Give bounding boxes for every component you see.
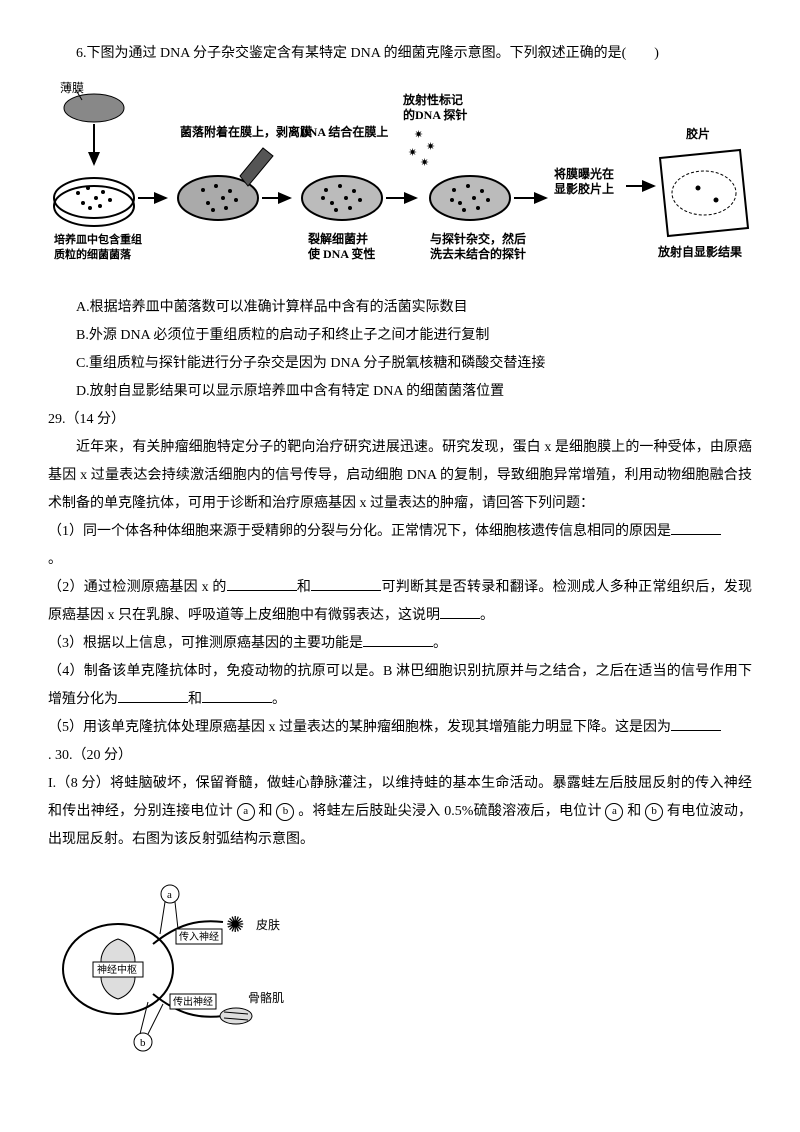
q30-p1b: 和 bbox=[258, 804, 272, 819]
q29-p1b: 。 bbox=[48, 546, 752, 574]
label-membrane: 薄膜 bbox=[60, 80, 84, 95]
label-muscle: 骨骼肌 bbox=[248, 990, 284, 1005]
q30-p1c: 。将蛙左后肢趾尖浸入 0.5%硫酸溶液后，电位计 bbox=[298, 804, 602, 819]
q29-header: 29.（14 分） bbox=[48, 406, 752, 434]
svg-text:✷: ✷ bbox=[426, 141, 435, 153]
film-icon bbox=[660, 150, 748, 236]
svg-text:✷: ✷ bbox=[420, 157, 429, 169]
q30-p1d: 和 bbox=[627, 804, 641, 819]
blank[interactable] bbox=[671, 716, 721, 731]
blank[interactable] bbox=[671, 520, 721, 535]
q6-option-b: B.外源 DNA 必须位于重组质粒的启动子和终止子之间才能进行复制 bbox=[48, 322, 752, 350]
q29-p1a: （1）同一个体各种体细胞来源于受精卵的分裂与分化。正常情况下，体细胞核遗传信息相… bbox=[48, 524, 671, 539]
q29-p5a: （5）用该单克隆抗体处理原癌基因 x 过量表达的某肿瘤细胞株，发现其增殖能力明显… bbox=[48, 720, 671, 735]
blank[interactable] bbox=[118, 688, 188, 703]
svg-text:✷: ✷ bbox=[408, 147, 417, 159]
q6-stem: 6.下图为通过 DNA 分子杂交鉴定含有某特定 DNA 的细菌克隆示意图。下列叙… bbox=[48, 40, 752, 68]
circle-b-icon: b bbox=[645, 803, 663, 821]
svg-text:a: a bbox=[167, 889, 172, 901]
q29-p1: （1）同一个体各种体细胞来源于受精卵的分裂与分化。正常情况下，体细胞核遗传信息相… bbox=[48, 518, 752, 546]
label-step4: 与探针杂交，然后 洗去未结合的探针 bbox=[430, 231, 529, 261]
label-result: 放射自显影结果 bbox=[657, 244, 742, 259]
q29-p3: （3）根据以上信息，可推测原癌基因的主要功能是 。 bbox=[48, 630, 752, 658]
q29-p5: （5）用该单克隆抗体处理原癌基因 x 过量表达的某肿瘤细胞株，发现其增殖能力明显… bbox=[48, 714, 752, 742]
q29-p4: （4）制备该单克隆抗体时，免疫动物的抗原可以是。B 淋巴细胞识别抗原并与之结合，… bbox=[48, 658, 752, 714]
label-center: 神经中枢 bbox=[97, 963, 137, 976]
q29-p4c: 。 bbox=[272, 692, 286, 707]
circle-a-icon: a bbox=[605, 803, 623, 821]
label-dish-note: 培养皿中包含重组 质粒的细菌菌落 bbox=[54, 232, 145, 261]
q29-p4b: 和 bbox=[188, 692, 202, 707]
muscle-icon bbox=[220, 1008, 252, 1024]
q6-option-d: D.放射自显影结果可以显示原培养皿中含有特定 DNA 的细菌菌落位置 bbox=[48, 378, 752, 406]
blank[interactable] bbox=[202, 688, 272, 703]
q6-option-c: C.重组质粒与探针能进行分子杂交是因为 DNA 分子脱氧核糖和磷酸交替连接 bbox=[48, 350, 752, 378]
skin-icon: ✺ bbox=[226, 912, 244, 937]
q29-p2a: （2）通过检测原癌基因 x 的 bbox=[48, 580, 227, 595]
label-film: 胶片 bbox=[686, 126, 710, 141]
blank[interactable] bbox=[440, 604, 480, 619]
q6-diagram: 薄膜 培养皿中包含重组 质粒的细菌菌落 菌落附着在膜上，剥离膜 DNA 结合在膜… bbox=[48, 78, 752, 284]
petri-dish-icon bbox=[54, 178, 134, 226]
blank[interactable] bbox=[227, 576, 297, 591]
q29-intro: 近年来，有关肿瘤细胞特定分子的靶向治疗研究进展迅速。研究发现，蛋白 x 是细胞膜… bbox=[48, 434, 752, 518]
label-afferent: 传入神经 bbox=[179, 930, 219, 943]
q30-header: . 30.（20 分） bbox=[48, 742, 752, 770]
probe-dots-icon: ✷ ✷ ✷ ✷ bbox=[408, 129, 435, 169]
label-efferent: 传出神经 bbox=[173, 995, 213, 1008]
q6-option-a: A.根据培养皿中菌落数可以准确计算样品中含有的活菌实际数目 bbox=[48, 294, 752, 322]
q29-p3a: （3）根据以上信息，可推测原癌基因的主要功能是 bbox=[48, 636, 363, 651]
svg-text:✷: ✷ bbox=[414, 129, 423, 141]
blank[interactable] bbox=[363, 632, 433, 647]
label-step3note: 裂解细菌并 使 DNA 变性 bbox=[307, 231, 375, 261]
label-expose: 将膜曝光在 显影胶片上 bbox=[554, 166, 617, 196]
label-skin: 皮肤 bbox=[256, 917, 280, 932]
blank[interactable] bbox=[311, 576, 381, 591]
q29-p2d: 。 bbox=[480, 608, 494, 623]
q30-diagram: 神经中枢 a 传入神经 ✺ 皮肤 b 传出神经 骨骼肌 bbox=[48, 874, 752, 1065]
q29-p2: （2）通过检测原癌基因 x 的和可判断其是否转录和翻译。检测成人多种正常组织后，… bbox=[48, 574, 752, 630]
circle-b-icon: b bbox=[276, 803, 294, 821]
svg-text:✺: ✺ bbox=[226, 912, 244, 937]
hybrid-membrane-icon bbox=[430, 176, 510, 220]
svg-text:b: b bbox=[140, 1037, 146, 1049]
q29-p3b: 。 bbox=[433, 636, 447, 651]
q29-p2b: 和 bbox=[297, 580, 312, 595]
label-probe: 放射性标记 的DNA 探针 bbox=[402, 92, 467, 122]
label-step2: 菌落附着在膜上，剥离膜 bbox=[180, 124, 312, 139]
dna-membrane-icon bbox=[302, 176, 382, 220]
peel-membrane-icon bbox=[178, 148, 273, 220]
circle-a-icon: a bbox=[237, 803, 255, 821]
q30-p1: I.（8 分）将蛙脑破坏，保留脊髓，做蛙心静脉灌注，以维持蛙的基本生命活动。暴露… bbox=[48, 770, 752, 854]
label-step3hdr: DNA 结合在膜上 bbox=[300, 124, 388, 139]
